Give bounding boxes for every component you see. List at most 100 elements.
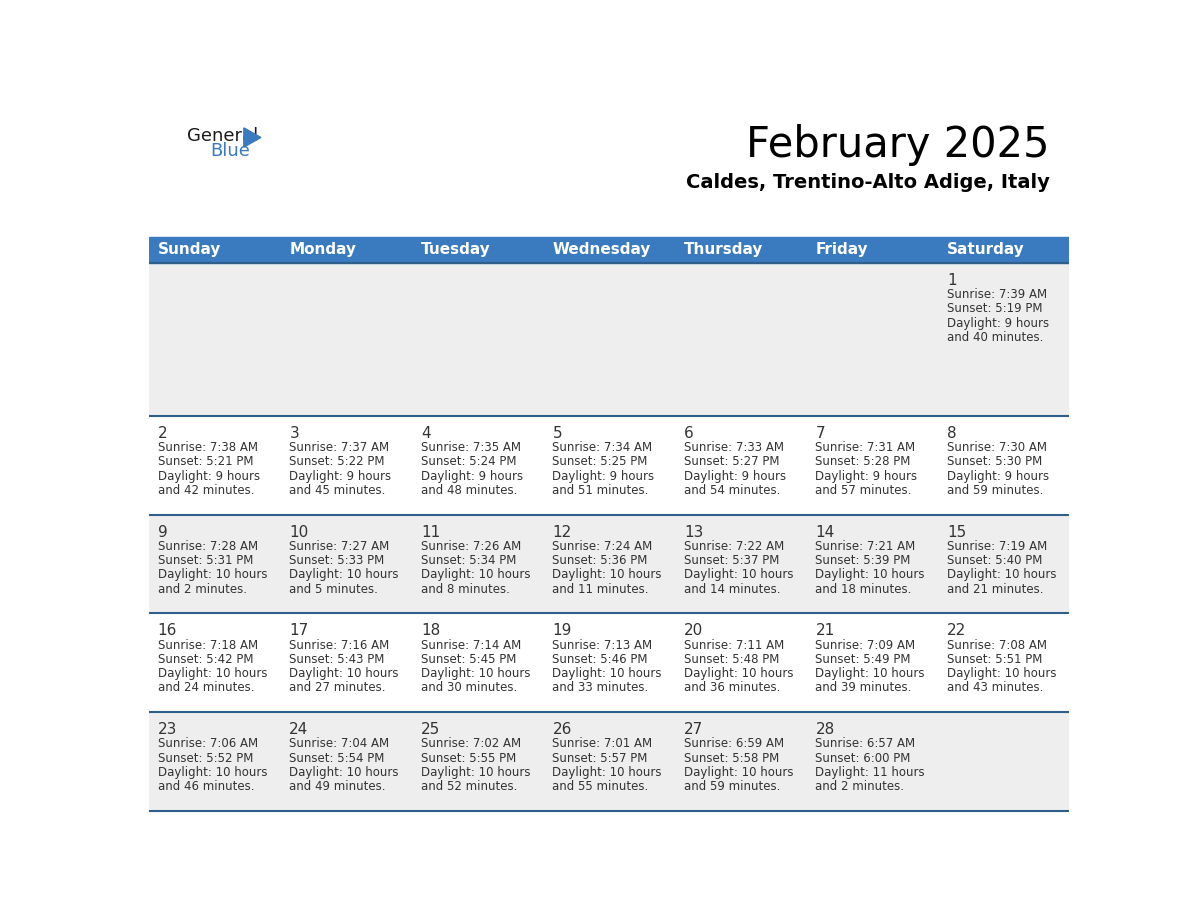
- Text: 22: 22: [947, 623, 966, 638]
- Text: 2: 2: [158, 426, 168, 441]
- Text: Sunrise: 6:57 AM: Sunrise: 6:57 AM: [815, 737, 916, 751]
- Bar: [148, 712, 280, 811]
- Text: Sunset: 5:40 PM: Sunset: 5:40 PM: [947, 554, 1042, 567]
- Text: 9: 9: [158, 524, 168, 540]
- Bar: [148, 416, 280, 514]
- Text: Daylight: 10 hours: Daylight: 10 hours: [290, 766, 399, 779]
- Text: and 46 minutes.: and 46 minutes.: [158, 780, 254, 793]
- Bar: [807, 514, 937, 613]
- Text: and 55 minutes.: and 55 minutes.: [552, 780, 649, 793]
- Text: Sunrise: 7:06 AM: Sunrise: 7:06 AM: [158, 737, 258, 751]
- Text: Daylight: 10 hours: Daylight: 10 hours: [684, 766, 794, 779]
- Text: Sunrise: 7:14 AM: Sunrise: 7:14 AM: [421, 639, 522, 652]
- Text: and 42 minutes.: and 42 minutes.: [158, 484, 254, 497]
- Polygon shape: [244, 128, 261, 147]
- Text: and 27 minutes.: and 27 minutes.: [290, 681, 386, 694]
- Text: Daylight: 9 hours: Daylight: 9 hours: [947, 470, 1049, 483]
- Bar: [280, 416, 411, 514]
- Text: 8: 8: [947, 426, 956, 441]
- Text: 7: 7: [815, 426, 826, 441]
- Text: Sunset: 5:43 PM: Sunset: 5:43 PM: [290, 653, 385, 666]
- Text: Sunset: 5:42 PM: Sunset: 5:42 PM: [158, 653, 253, 666]
- Text: 10: 10: [290, 524, 309, 540]
- Text: and 48 minutes.: and 48 minutes.: [421, 484, 517, 497]
- Text: Daylight: 9 hours: Daylight: 9 hours: [158, 470, 260, 483]
- Text: Sunrise: 7:33 AM: Sunrise: 7:33 AM: [684, 442, 784, 454]
- Text: Daylight: 10 hours: Daylight: 10 hours: [158, 766, 267, 779]
- Bar: [807, 263, 937, 416]
- Bar: [807, 712, 937, 811]
- Text: and 36 minutes.: and 36 minutes.: [684, 681, 781, 694]
- Text: General: General: [188, 127, 259, 145]
- Text: and 59 minutes.: and 59 minutes.: [684, 780, 781, 793]
- Bar: [280, 712, 411, 811]
- Text: Sunrise: 7:08 AM: Sunrise: 7:08 AM: [947, 639, 1047, 652]
- Text: 4: 4: [421, 426, 430, 441]
- Bar: [280, 514, 411, 613]
- Text: Sunset: 5:37 PM: Sunset: 5:37 PM: [684, 554, 779, 567]
- Text: 1: 1: [947, 273, 956, 287]
- Bar: [807, 416, 937, 514]
- Bar: [937, 416, 1069, 514]
- Text: Sunset: 5:25 PM: Sunset: 5:25 PM: [552, 455, 647, 468]
- Text: and 45 minutes.: and 45 minutes.: [290, 484, 386, 497]
- Text: Sunrise: 7:35 AM: Sunrise: 7:35 AM: [421, 442, 520, 454]
- Text: Monday: Monday: [290, 242, 356, 257]
- Text: 25: 25: [421, 722, 440, 737]
- Bar: [148, 514, 280, 613]
- Text: Daylight: 9 hours: Daylight: 9 hours: [815, 470, 917, 483]
- Text: and 24 minutes.: and 24 minutes.: [158, 681, 254, 694]
- Text: Sunrise: 7:37 AM: Sunrise: 7:37 AM: [290, 442, 390, 454]
- Text: 16: 16: [158, 623, 177, 638]
- Bar: [937, 712, 1069, 811]
- Text: Sunset: 5:19 PM: Sunset: 5:19 PM: [947, 302, 1043, 315]
- Text: Daylight: 10 hours: Daylight: 10 hours: [421, 766, 530, 779]
- Text: and 5 minutes.: and 5 minutes.: [290, 583, 378, 596]
- Text: Sunrise: 7:04 AM: Sunrise: 7:04 AM: [290, 737, 390, 751]
- Text: Sunrise: 7:31 AM: Sunrise: 7:31 AM: [815, 442, 916, 454]
- Bar: [543, 712, 675, 811]
- Text: Daylight: 9 hours: Daylight: 9 hours: [947, 317, 1049, 330]
- Text: Daylight: 10 hours: Daylight: 10 hours: [158, 568, 267, 581]
- Text: 26: 26: [552, 722, 571, 737]
- Text: Sunset: 5:49 PM: Sunset: 5:49 PM: [815, 653, 911, 666]
- Text: Daylight: 10 hours: Daylight: 10 hours: [290, 568, 399, 581]
- Text: Sunset: 5:45 PM: Sunset: 5:45 PM: [421, 653, 517, 666]
- Text: Sunset: 5:46 PM: Sunset: 5:46 PM: [552, 653, 647, 666]
- Text: Sunset: 5:33 PM: Sunset: 5:33 PM: [290, 554, 385, 567]
- Text: Daylight: 10 hours: Daylight: 10 hours: [158, 667, 267, 680]
- Text: Sunset: 5:58 PM: Sunset: 5:58 PM: [684, 752, 779, 765]
- Text: Sunday: Sunday: [158, 242, 221, 257]
- Bar: [280, 263, 411, 416]
- Text: Sunrise: 7:28 AM: Sunrise: 7:28 AM: [158, 540, 258, 553]
- Bar: [543, 613, 675, 712]
- Text: Daylight: 11 hours: Daylight: 11 hours: [815, 766, 925, 779]
- Text: Sunrise: 7:26 AM: Sunrise: 7:26 AM: [421, 540, 522, 553]
- Text: Sunset: 5:27 PM: Sunset: 5:27 PM: [684, 455, 779, 468]
- Text: Daylight: 10 hours: Daylight: 10 hours: [552, 568, 662, 581]
- Text: 27: 27: [684, 722, 703, 737]
- Text: Sunset: 5:28 PM: Sunset: 5:28 PM: [815, 455, 911, 468]
- Text: Sunrise: 7:13 AM: Sunrise: 7:13 AM: [552, 639, 652, 652]
- Bar: [411, 263, 543, 416]
- Text: Sunrise: 7:18 AM: Sunrise: 7:18 AM: [158, 639, 258, 652]
- Text: Daylight: 10 hours: Daylight: 10 hours: [421, 667, 530, 680]
- Text: Sunrise: 7:09 AM: Sunrise: 7:09 AM: [815, 639, 916, 652]
- Text: and 11 minutes.: and 11 minutes.: [552, 583, 649, 596]
- Text: Sunset: 5:48 PM: Sunset: 5:48 PM: [684, 653, 779, 666]
- Text: Sunrise: 7:22 AM: Sunrise: 7:22 AM: [684, 540, 784, 553]
- Text: Daylight: 10 hours: Daylight: 10 hours: [947, 667, 1056, 680]
- Text: 21: 21: [815, 623, 835, 638]
- Bar: [675, 712, 807, 811]
- Text: and 8 minutes.: and 8 minutes.: [421, 583, 510, 596]
- Bar: [807, 613, 937, 712]
- Text: and 2 minutes.: and 2 minutes.: [158, 583, 247, 596]
- Text: Sunrise: 7:02 AM: Sunrise: 7:02 AM: [421, 737, 522, 751]
- Bar: [675, 263, 807, 416]
- Text: Saturday: Saturday: [947, 242, 1025, 257]
- Text: 20: 20: [684, 623, 703, 638]
- Text: and 51 minutes.: and 51 minutes.: [552, 484, 649, 497]
- Text: Daylight: 10 hours: Daylight: 10 hours: [815, 667, 925, 680]
- Text: Sunrise: 7:16 AM: Sunrise: 7:16 AM: [290, 639, 390, 652]
- Bar: [543, 416, 675, 514]
